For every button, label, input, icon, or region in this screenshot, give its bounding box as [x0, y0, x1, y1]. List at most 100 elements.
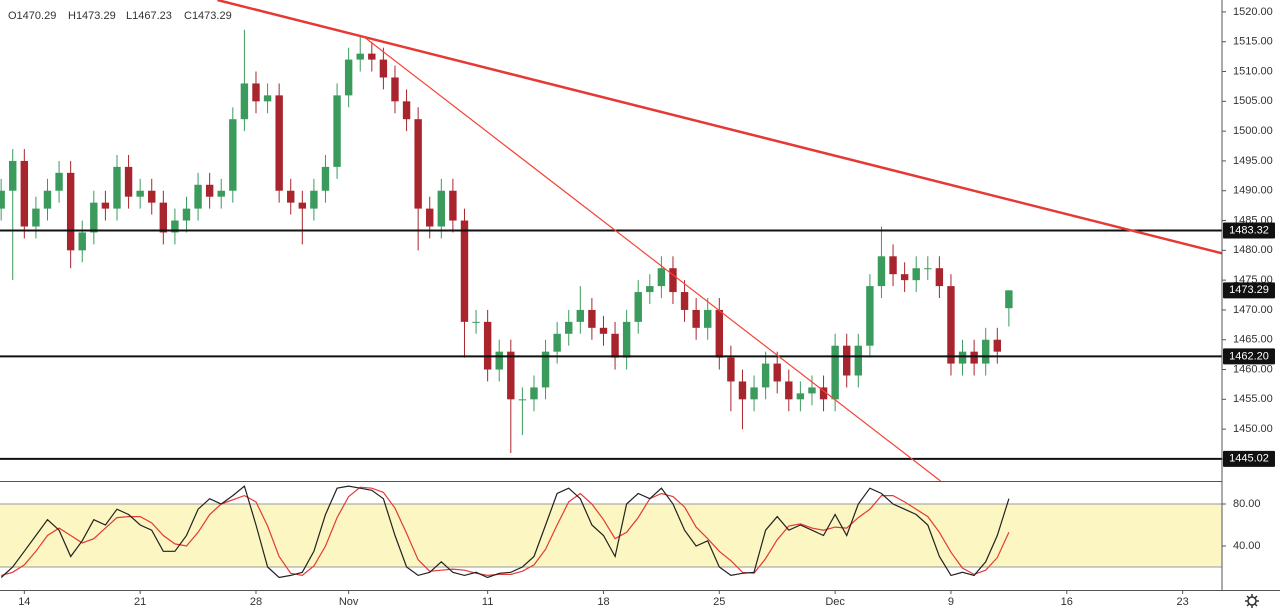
candle-body [0, 190, 5, 209]
ohlc-low: L1467.23 [126, 10, 172, 22]
candle-body [576, 309, 585, 322]
candle-body [947, 286, 955, 364]
y-tick-label: 1490.00 [1233, 185, 1273, 197]
y-tick-label: 1520.00 [1233, 6, 1273, 18]
candle-body [171, 220, 179, 233]
ohlc-open: O1470.29 [8, 10, 56, 22]
settings-gear-teeth[interactable] [1245, 594, 1259, 608]
y-tick-label: 1510.00 [1233, 65, 1273, 77]
candle-body [866, 286, 874, 346]
candle-body [877, 256, 886, 287]
candle-body [449, 190, 457, 221]
candle-body [785, 381, 793, 400]
candle-body [958, 351, 967, 364]
trendline [217, 0, 1223, 255]
candle-body [368, 53, 376, 60]
ohlc-close: C1473.29 [184, 10, 232, 22]
oscillator-pane [0, 485, 1010, 579]
oscillator-line [0, 485, 1010, 579]
candle-body [622, 321, 631, 358]
x-tick-label: 21 [134, 596, 146, 608]
level-label-box [1223, 348, 1275, 365]
candle-body [159, 202, 168, 233]
candle-body [321, 166, 330, 191]
candle-body [124, 166, 133, 197]
candle-body [437, 190, 446, 227]
x-tick-label: 11 [482, 596, 493, 608]
candle-body [356, 53, 364, 60]
candle-body [727, 357, 735, 382]
y-tick-label: 1515.00 [1233, 36, 1273, 48]
candle-body [55, 172, 63, 191]
candle-body [240, 83, 249, 120]
candle-body [32, 208, 40, 227]
candle-body [843, 345, 851, 376]
oscillator-band [0, 503, 1222, 568]
y-tick-label: 1455.00 [1233, 393, 1273, 405]
candle-body [993, 339, 1001, 352]
level-label: 1483.32 [1229, 224, 1269, 236]
candle-body [599, 327, 608, 334]
candle-body [113, 166, 121, 209]
level-label: 1462.20 [1229, 350, 1269, 362]
candle-body [565, 321, 573, 334]
candle-body [553, 333, 561, 352]
candle-body [750, 387, 758, 400]
y-tick-label: 1460.00 [1233, 363, 1273, 375]
candle-body [194, 184, 202, 209]
candle-body [9, 160, 17, 191]
candle-body [530, 387, 538, 400]
candle-body [900, 274, 909, 281]
candle-body [379, 59, 388, 78]
candle-body [229, 119, 237, 191]
candle-body [611, 333, 619, 358]
price-pane [0, 0, 1223, 482]
candle-body [217, 190, 225, 197]
candle-body [43, 190, 52, 209]
x-tick-label: 23 [1176, 596, 1188, 608]
level-label: 1445.02 [1229, 453, 1269, 465]
candle-body [507, 351, 515, 400]
last-price-label: 1473.29 [1229, 284, 1269, 296]
candle-body [831, 345, 839, 400]
candle-body [402, 101, 411, 120]
candle-body [472, 321, 480, 323]
x-tick-label: 18 [597, 596, 609, 608]
candle-body [912, 268, 920, 281]
candle-body [657, 268, 666, 287]
candle-body [460, 220, 469, 322]
candle-body [692, 309, 700, 328]
y-tick-label: 1505.00 [1233, 95, 1273, 107]
candle-body [426, 208, 434, 227]
level-label-box [1223, 222, 1275, 239]
candle-body [333, 95, 341, 167]
candle-body [391, 77, 399, 102]
y-tick-label: 1495.00 [1233, 155, 1273, 167]
candle-body [970, 351, 978, 364]
y-tick-label: 1500.00 [1233, 125, 1273, 137]
candle-body [924, 268, 932, 270]
level-label-box [1223, 450, 1275, 467]
candle-body [541, 351, 550, 388]
candle-body [66, 172, 75, 251]
candle-body [518, 399, 527, 401]
candle-body [761, 363, 770, 388]
oscillator-background [0, 503, 1222, 568]
x-tick-label: Nov [339, 596, 359, 608]
x-tick-label: 14 [18, 596, 30, 608]
candle-body [773, 363, 781, 382]
settings-icon[interactable] [1245, 594, 1259, 608]
candle-body [854, 345, 863, 376]
x-tick-label: Dec [825, 596, 845, 608]
trendline [362, 35, 941, 482]
candle-body [483, 321, 492, 370]
osc-tick-label: 80.00 [1233, 498, 1261, 510]
candle-body [90, 202, 98, 233]
candle-body [704, 309, 712, 328]
candle-body [588, 309, 596, 328]
osc-tick-label: 40.00 [1233, 540, 1261, 552]
candle-body [252, 83, 260, 102]
candle-body [287, 190, 295, 203]
